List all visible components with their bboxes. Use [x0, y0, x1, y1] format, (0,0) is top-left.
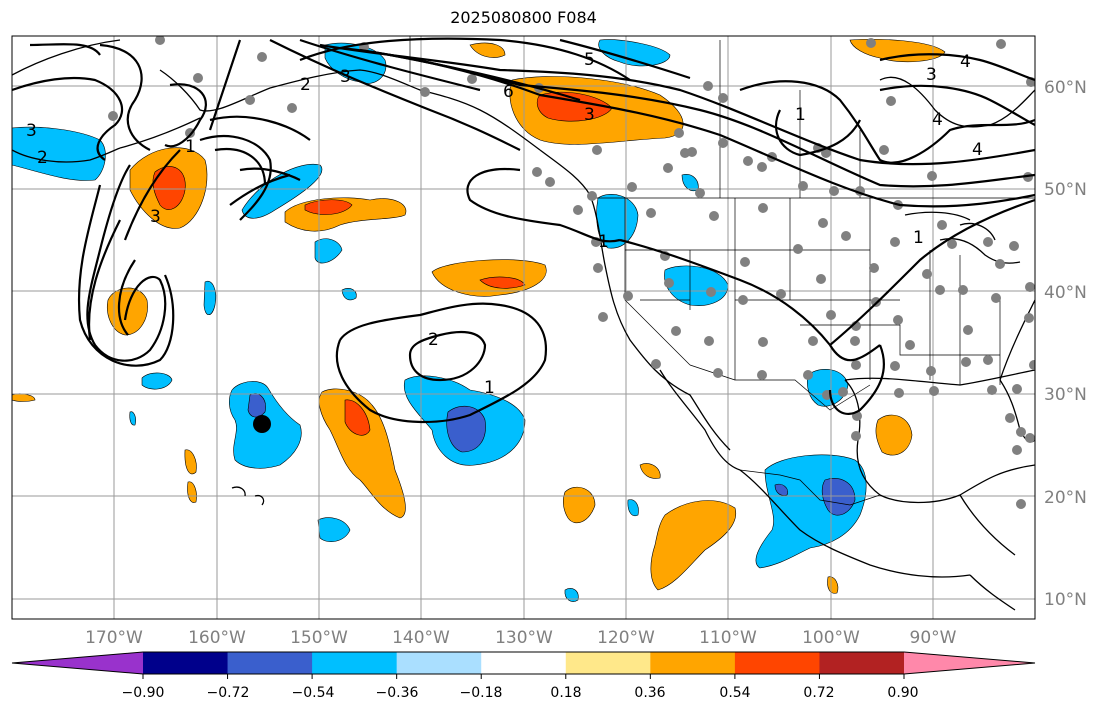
lon-label: 130°W — [495, 628, 553, 648]
lat-label: 20°N — [1044, 488, 1087, 508]
lat-label: 30°N — [1044, 385, 1087, 405]
latitude-labels: 60°N 50°N 40°N 30°N 20°N 10°N — [1044, 78, 1087, 610]
contour-label: 3 — [26, 121, 37, 141]
colorbar-tick-label: 0.90 — [887, 685, 918, 701]
colorbar-segment — [396, 652, 482, 674]
lon-label: 140°W — [392, 628, 450, 648]
colorbar-extend-low — [12, 652, 143, 674]
contour-label: 3 — [150, 207, 161, 227]
colorbar-tick-label: 0.36 — [634, 685, 665, 701]
contour-label-group: 3 2 1 3 2 1 5 6 3 3 4 4 4 1 2 1 1 3 — [26, 50, 983, 398]
colorbar-segment — [227, 652, 313, 674]
lon-label: 160°W — [188, 628, 246, 648]
contour-label: 2 — [428, 330, 439, 350]
lon-label: 90°W — [910, 628, 957, 648]
contour-label: 1 — [795, 105, 806, 125]
colorbar-tick-labels: −0.90 −0.72 −0.54 −0.36 −0.18 0.18 0.36 … — [122, 685, 919, 701]
colorbar-tick-label: 0.72 — [803, 685, 834, 701]
contour-label: 1 — [913, 228, 924, 248]
storm-center-marker — [253, 415, 271, 433]
colorbar-segment — [312, 652, 398, 674]
colorbar-segment — [143, 652, 229, 674]
contour-label: 3 — [926, 65, 937, 85]
contour-label: 1 — [598, 232, 609, 252]
colorbar-tick-label: −0.54 — [292, 685, 335, 701]
colorbar-segment — [650, 652, 736, 674]
contour-lines — [12, 37, 1035, 424]
political-borders — [409, 36, 1035, 506]
lon-label: 150°W — [290, 628, 348, 648]
colorbar-segment — [734, 652, 820, 674]
contour-label: 2 — [300, 75, 311, 95]
colorbar-tick-label: −0.18 — [460, 685, 503, 701]
colorbar-segment — [565, 652, 651, 674]
lon-label: 170°W — [85, 628, 143, 648]
contour-label: 2 — [37, 148, 48, 168]
contour-label: 4 — [972, 140, 983, 160]
anomaly-shading — [12, 39, 946, 602]
lon-label: 120°W — [597, 628, 655, 648]
colorbar-extend-high — [904, 652, 1035, 674]
lat-label: 60°N — [1044, 78, 1087, 98]
colorbar — [11, 651, 1036, 679]
colorbar-segment — [819, 652, 905, 674]
longitude-labels: 170°W 160°W 150°W 140°W 130°W 120°W 110°… — [85, 628, 957, 648]
colorbar-tick-label: 0.54 — [719, 685, 750, 701]
lon-label: 100°W — [802, 628, 860, 648]
contour-label: 1 — [185, 137, 196, 157]
contour-label: 4 — [932, 110, 943, 130]
lon-label: 110°W — [699, 628, 757, 648]
contour-label: 5 — [584, 50, 595, 70]
chart-title: 2025080800 F084 — [450, 8, 597, 27]
lat-label: 10°N — [1044, 590, 1087, 610]
contour-label: 3 — [340, 67, 351, 87]
contour-label: 4 — [960, 52, 971, 72]
lat-label: 40°N — [1044, 283, 1087, 303]
station-markers — [108, 36, 1035, 509]
colorbar-segment — [481, 652, 567, 674]
colorbar-tick-label: 0.18 — [550, 685, 581, 701]
colorbar-tick-label: −0.36 — [376, 685, 419, 701]
colorbar-tick-label: −0.72 — [207, 685, 250, 701]
contour-label: 3 — [584, 105, 595, 125]
contour-label: 1 — [484, 378, 495, 398]
colorbar-tick-label: −0.90 — [122, 685, 165, 701]
map-frame — [11, 35, 1036, 620]
contour-label: 6 — [503, 82, 514, 102]
lat-label: 50°N — [1044, 180, 1087, 200]
